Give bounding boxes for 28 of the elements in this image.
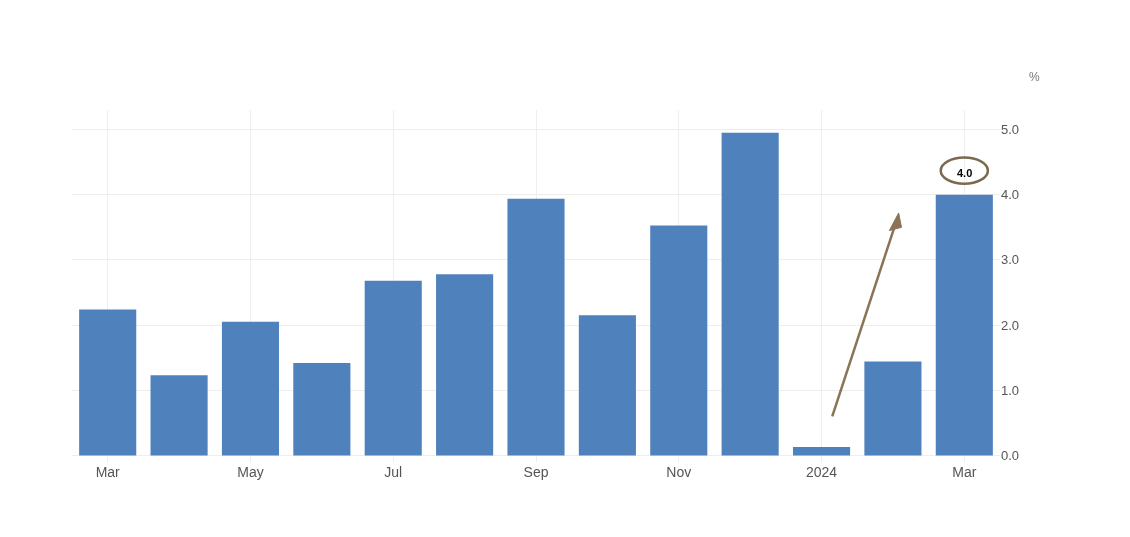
- bar: [721, 132, 779, 456]
- bar: [864, 361, 922, 456]
- y-axis-title: %: [1029, 70, 1040, 84]
- x-tick-label: Nov: [666, 464, 692, 480]
- bar: [792, 447, 851, 456]
- bar: [293, 362, 351, 456]
- bar: [935, 194, 993, 456]
- bar: [578, 315, 636, 456]
- y-tick-label: 0.0: [1001, 448, 1020, 464]
- x-tick-label: May: [237, 464, 264, 480]
- bar: [79, 309, 137, 456]
- y-tick-label: 4.0: [1001, 187, 1020, 203]
- bar: [436, 274, 494, 456]
- y-tick-label: 2.0: [1001, 317, 1020, 333]
- bar: [507, 198, 565, 456]
- bar: [150, 375, 208, 456]
- x-tick-label: Mar: [95, 464, 121, 480]
- bar: [221, 321, 280, 456]
- bar: [364, 280, 422, 456]
- x-tick-label: 2024: [805, 464, 838, 480]
- x-tick-label: Sep: [523, 464, 549, 480]
- y-tick-label: 1.0: [1001, 382, 1020, 398]
- x-tick-label: Mar: [952, 464, 977, 480]
- y-tick-label: 5.0: [1001, 122, 1020, 138]
- y-tick-label: 3.0: [1001, 252, 1020, 268]
- bar: [650, 225, 708, 456]
- x-tick-label: Jul: [384, 464, 403, 480]
- data-label: 4.0: [957, 167, 973, 179]
